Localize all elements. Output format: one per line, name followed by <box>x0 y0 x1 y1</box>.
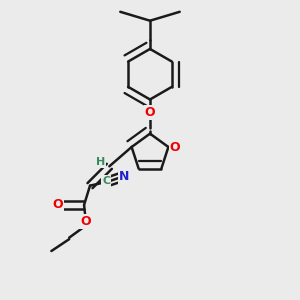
Text: O: O <box>52 199 63 212</box>
Text: O: O <box>145 106 155 119</box>
Text: H: H <box>96 157 105 167</box>
Text: O: O <box>80 215 91 228</box>
Text: N: N <box>119 170 129 183</box>
Text: O: O <box>169 140 180 154</box>
Text: C: C <box>102 176 110 186</box>
